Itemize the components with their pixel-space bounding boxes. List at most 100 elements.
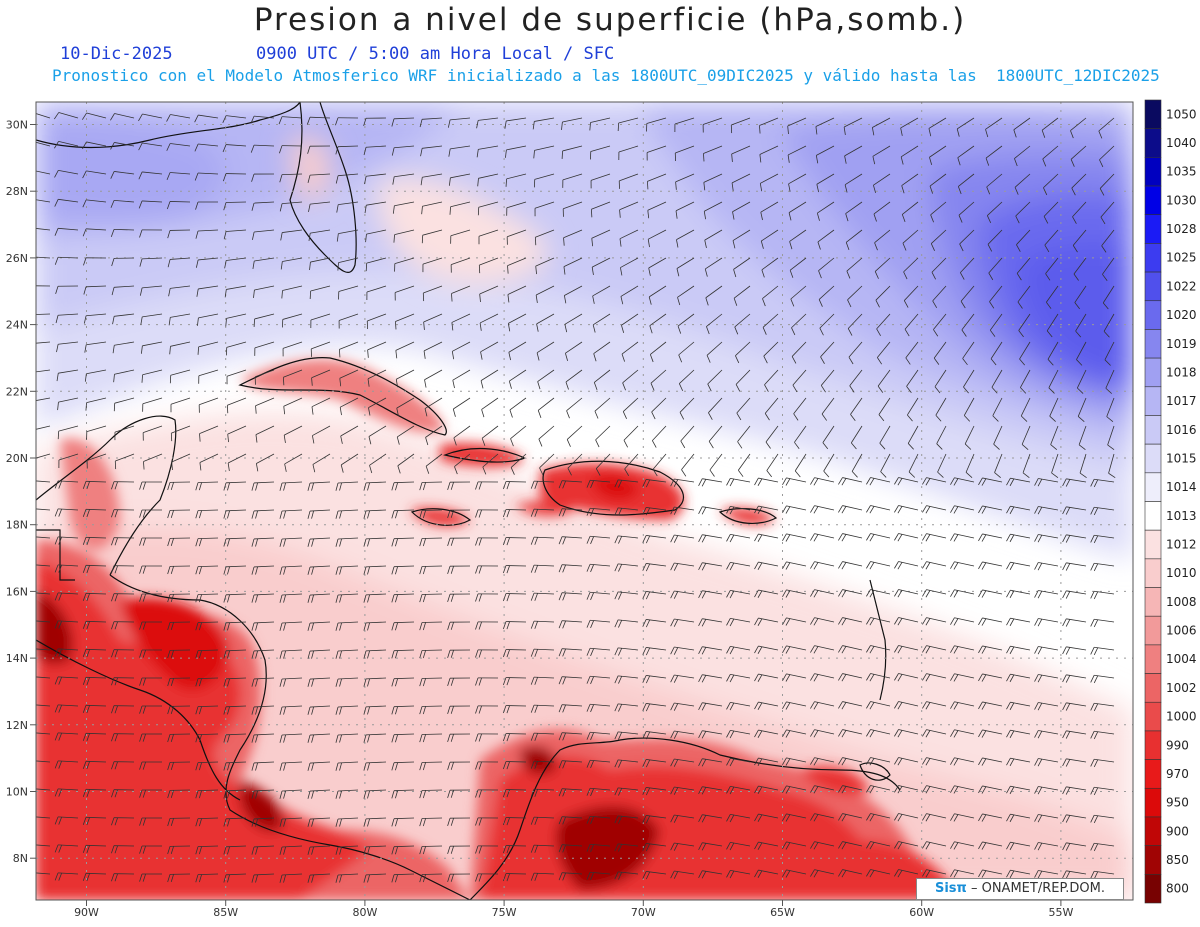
wind-barb-flag <box>698 842 703 850</box>
wind-barb-flag <box>619 209 621 218</box>
wind-barb <box>985 117 1003 130</box>
wind-barb-flag <box>29 402 30 410</box>
wind-barb-flag <box>539 467 544 476</box>
wind-barb-flag <box>311 818 315 827</box>
wind-barb-flag <box>729 702 735 711</box>
wind-barb-flag <box>253 318 256 327</box>
wind-barb <box>731 117 751 126</box>
wind-barb-flag <box>978 813 983 822</box>
wind-barb <box>1076 341 1087 360</box>
wind-barb <box>565 369 583 383</box>
wind-barb-flag <box>1075 330 1082 338</box>
wind-barb-flag <box>701 479 707 487</box>
wind-barb <box>878 397 891 415</box>
wind-barb-flag <box>279 482 283 491</box>
wind-barb-flag <box>138 142 143 151</box>
wind-barb-flag <box>363 706 367 715</box>
wind-barb-flag <box>679 412 685 420</box>
wind-barb-flag <box>647 239 650 248</box>
wind-barb-flag <box>894 757 899 765</box>
wind-barb-flag <box>421 206 423 215</box>
wind-barb-flag <box>953 506 959 514</box>
wind-barb-flag <box>534 621 538 629</box>
wind-barb <box>764 369 779 386</box>
wind-barb-flag <box>614 787 619 796</box>
wind-barb <box>394 173 415 178</box>
wind-barb-flag <box>782 701 787 709</box>
wind-barb-flag <box>1006 869 1011 878</box>
wind-barb <box>1046 313 1059 332</box>
wind-barb-flag <box>673 759 679 767</box>
wind-barb <box>620 285 639 297</box>
wind-barb <box>478 117 499 121</box>
wind-barb-flag <box>283 622 287 631</box>
wind-barb-flag <box>1065 843 1071 851</box>
wind-barb <box>738 453 751 471</box>
wind-barb-flag <box>339 790 343 799</box>
wind-barb-flag <box>590 536 595 545</box>
wind-barb <box>1044 229 1059 246</box>
wind-barb-flag <box>592 324 596 333</box>
wind-barb <box>422 145 443 149</box>
wind-barb-flag <box>850 442 857 450</box>
wind-barb-flag <box>1009 786 1015 795</box>
wind-barb-flag <box>422 678 426 687</box>
wind-barb-flag <box>419 762 423 771</box>
wind-barb-flag <box>841 506 847 514</box>
wind-barb-flag <box>339 762 343 771</box>
wind-barb-flag <box>27 760 30 767</box>
wind-barb <box>198 285 219 290</box>
wind-barb-flag <box>367 349 369 358</box>
wind-barb-flag <box>869 646 875 654</box>
wind-barb-flag <box>701 703 707 711</box>
wind-barb-flag <box>280 261 283 270</box>
wind-barb-flag <box>391 510 395 519</box>
wind-barb-flag <box>279 818 283 827</box>
wind-barb <box>535 285 555 296</box>
wind-barb <box>820 341 835 358</box>
wind-barb-flag <box>922 841 927 849</box>
wind-barb-flag <box>478 705 482 714</box>
wind-barb-flag <box>729 534 735 543</box>
wind-barb-flag <box>113 374 115 383</box>
wind-barb <box>1102 257 1115 275</box>
wind-barb-flag <box>337 262 339 271</box>
wind-barb <box>566 397 583 412</box>
colorbar-swatch <box>1144 701 1162 732</box>
wind-barb-flag <box>58 788 62 797</box>
wind-barb-flag <box>420 177 423 186</box>
wind-barb-flag <box>925 562 931 570</box>
wind-barb-flag <box>823 470 830 478</box>
wind-barb-flag <box>530 704 535 713</box>
wind-barb <box>452 341 471 352</box>
wind-barb-flag <box>925 674 931 682</box>
wind-barb-flag <box>925 702 931 710</box>
wind-barb <box>1014 145 1031 159</box>
wind-barb-flag <box>985 129 989 138</box>
wind-barb-flag <box>565 381 569 390</box>
wind-barb-flag <box>950 617 955 625</box>
wind-barb-flag <box>754 673 759 682</box>
wind-barb-flag <box>964 443 972 450</box>
wind-barb <box>340 397 359 408</box>
wind-barb-flag <box>558 648 563 657</box>
colorbar-label: 1012 <box>1166 538 1197 552</box>
wind-barb-flag <box>810 533 815 541</box>
wind-barb <box>820 369 835 386</box>
wind-barb-flag <box>645 563 651 572</box>
wind-barb <box>338 173 359 177</box>
wind-barb-flag <box>475 481 479 490</box>
wind-barb <box>1099 173 1115 189</box>
wind-barb-flag <box>929 157 933 166</box>
wind-barb-flag <box>726 674 731 682</box>
wind-barb-flag <box>782 813 787 821</box>
wind-barb-flag <box>1034 870 1039 878</box>
wind-barb <box>764 397 779 414</box>
wind-barb <box>338 313 359 321</box>
wind-barb-flag <box>1034 590 1039 598</box>
wind-barb-flag <box>31 509 34 516</box>
wind-barb-flag <box>167 818 171 827</box>
lon-label: 55W <box>1048 906 1073 919</box>
wind-barb-flag <box>475 593 479 602</box>
wind-barb-flag <box>198 790 202 799</box>
